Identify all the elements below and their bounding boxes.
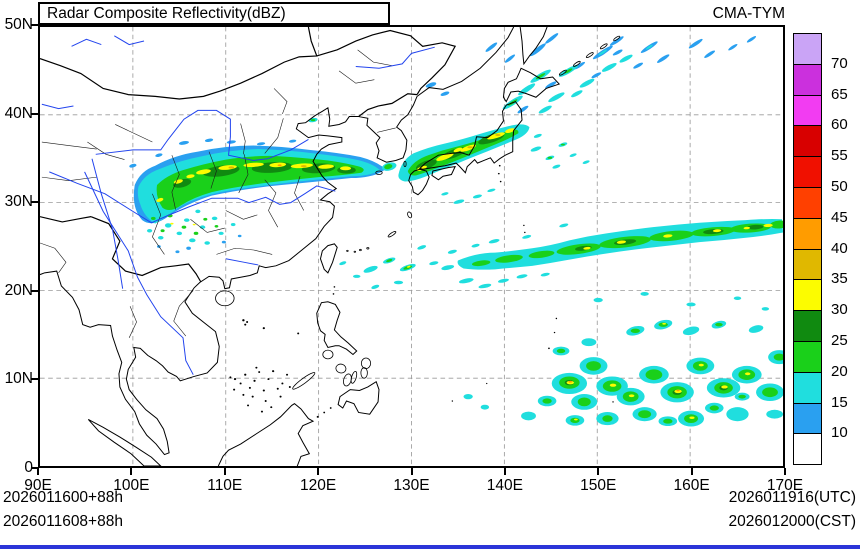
- colorbar-label: 60: [831, 116, 848, 134]
- colorbar-label: 35: [831, 270, 848, 288]
- footer-init-utc: 2026011600+88h: [3, 489, 123, 506]
- colorbar-cell: [794, 249, 821, 281]
- radar-echo-layer: [129, 33, 783, 427]
- x-axis-tick: [410, 468, 413, 475]
- colorbar-cell: [794, 126, 821, 158]
- x-axis-label: 170E: [766, 477, 804, 494]
- y-axis-tick: [31, 467, 38, 469]
- colorbar-label: 10: [831, 424, 848, 442]
- colorbar-cell: [794, 95, 821, 127]
- x-axis-label: 100E: [113, 477, 150, 494]
- y-axis-tick: [31, 289, 38, 292]
- footer-valid-utc: 2026011916(UTC): [728, 489, 856, 506]
- y-axis-tick: [31, 24, 38, 26]
- colorbar-cell: [794, 187, 821, 219]
- colorbar-label: 30: [831, 301, 848, 319]
- y-axis-label: 10N: [4, 370, 33, 388]
- y-axis-tick: [31, 112, 38, 115]
- x-axis-tick: [503, 468, 506, 475]
- x-axis-label: 130E: [393, 477, 430, 494]
- colorbar-label: 15: [831, 393, 848, 411]
- y-axis-tick: [31, 201, 38, 204]
- footer-init-cst: 2026011608+88h: [3, 513, 123, 530]
- colorbar-label: 55: [831, 147, 848, 165]
- x-axis-label: 90E: [24, 477, 52, 494]
- colorbar-label: 70: [831, 54, 848, 72]
- colorbar-cell: [794, 311, 821, 342]
- colorbar-cell: [794, 280, 821, 312]
- colorbar-label: 50: [831, 178, 848, 195]
- colorbar-cell: [794, 34, 821, 65]
- colorbar-label: 65: [831, 85, 848, 103]
- y-axis-tick: [31, 378, 38, 381]
- x-axis-tick: [223, 468, 226, 475]
- y-axis-label: 0: [24, 459, 33, 476]
- x-axis-tick: [130, 468, 133, 475]
- colorbar-label: 25: [831, 332, 848, 349]
- x-axis-tick: [597, 468, 600, 475]
- colorbar-cell: [794, 157, 821, 188]
- colorbar-cell: [794, 218, 821, 250]
- colorbar-cell: [794, 372, 821, 404]
- colorbar: [793, 33, 822, 466]
- colorbar-cell: [794, 64, 821, 96]
- model-name: CMA-TYM: [712, 5, 785, 22]
- coastlines-borders: [40, 27, 620, 466]
- colorbar-cell: [794, 434, 821, 465]
- rivers: [42, 36, 435, 375]
- x-axis-tick: [784, 468, 786, 475]
- island-dots: [229, 164, 614, 418]
- footer-valid-cst: 2026012000(CST): [728, 513, 856, 530]
- x-axis-label: 150E: [580, 477, 617, 494]
- x-axis-tick: [317, 468, 320, 475]
- x-axis-label: 110E: [207, 477, 243, 494]
- map-plot-area: [38, 25, 785, 468]
- colorbar-cell: [794, 341, 821, 373]
- x-axis-label: 140E: [486, 477, 523, 494]
- colorbar-cell: [794, 403, 821, 435]
- y-axis-label: 40N: [4, 104, 33, 122]
- plot-title: Radar Composite Reflectivity(dBZ): [47, 4, 286, 22]
- x-axis-tick: [37, 468, 39, 475]
- map-canvas: [40, 27, 783, 466]
- bottom-blue-strip: [0, 545, 860, 549]
- colorbar-label: 20: [831, 362, 848, 380]
- y-axis-label: 30N: [4, 193, 33, 211]
- y-axis-label: 20N: [4, 281, 33, 299]
- x-axis-label: 120E: [300, 477, 337, 494]
- x-axis-label: 160E: [673, 477, 710, 494]
- colorbar-label: 45: [831, 208, 848, 226]
- y-axis-label: 50N: [4, 16, 33, 33]
- colorbar-label: 40: [831, 239, 848, 257]
- plot-title-box: Radar Composite Reflectivity(dBZ): [38, 2, 390, 25]
- x-axis-tick: [690, 468, 693, 475]
